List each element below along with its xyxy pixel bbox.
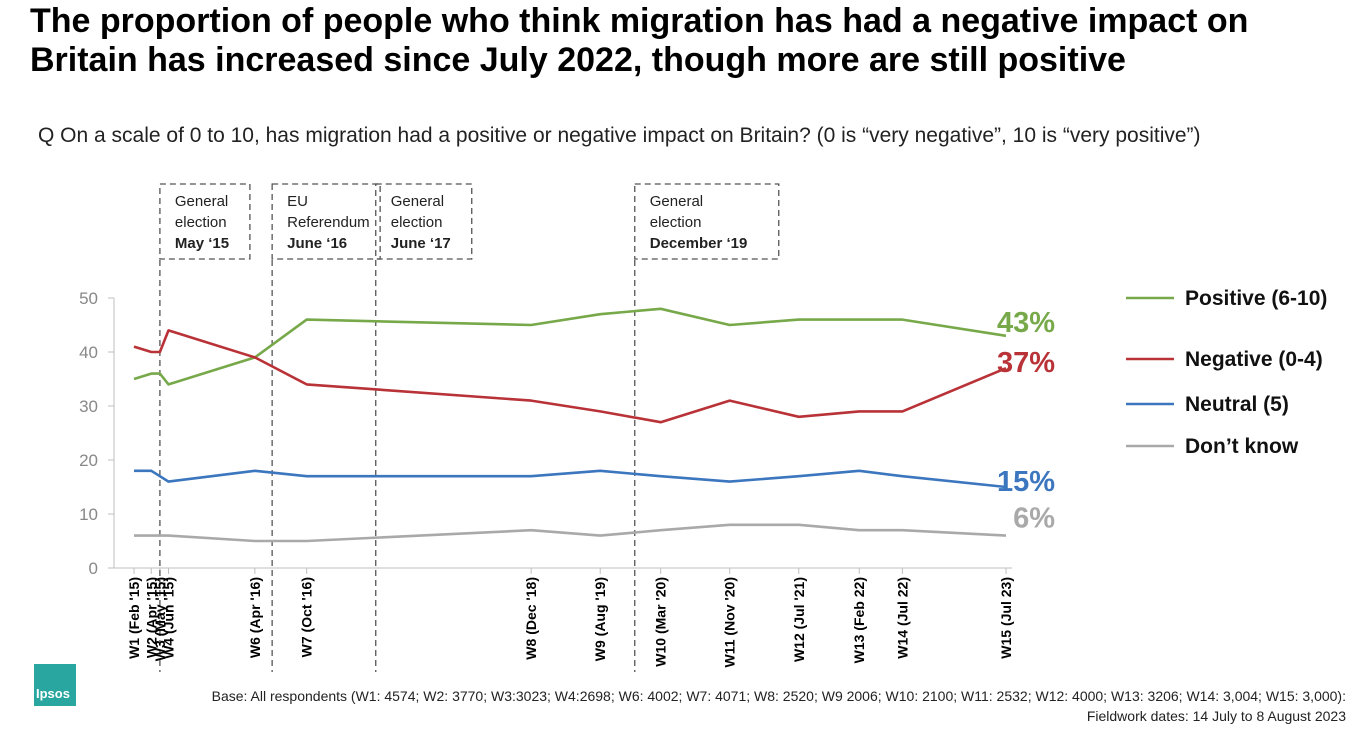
x-tick-label: W13 (Feb 22)	[851, 577, 867, 663]
event-box	[271, 183, 381, 260]
x-tick-label: W9 (Aug '19)	[592, 577, 608, 661]
series-lines: 43% 37% 15% 6%	[133, 307, 1055, 543]
axes: 0 10 20 30 40 50	[79, 289, 1012, 578]
survey-question: Q On a scale of 0 to 10, has migration h…	[38, 124, 1201, 147]
event-box	[375, 183, 473, 260]
x-tick-label: W6 (Apr '16)	[247, 577, 263, 658]
end-value-label: 43%	[997, 307, 1055, 339]
y-tick-label: 30	[79, 397, 98, 416]
ipsos-logo: Ipsos	[34, 664, 76, 706]
series-line	[134, 469, 1007, 489]
event-box	[159, 183, 251, 260]
event-label: May ‘15	[175, 235, 229, 252]
event-label: General	[175, 193, 228, 210]
event-label: General	[391, 193, 444, 210]
y-tick-label: 10	[79, 505, 98, 524]
x-tick-labels: W1 (Feb '15) W2 (Apr '15)W3 (May '15)W4 (…	[126, 577, 1014, 667]
base-text: Base: All respondents (W1: 4574; W2: 377…	[211, 688, 1346, 704]
event-label: EU	[287, 193, 308, 210]
event-label: June ‘16	[287, 235, 347, 252]
x-tick-label: W10 (Mar '20)	[653, 577, 669, 667]
end-value-label: 15%	[997, 466, 1055, 498]
event-label: election	[175, 214, 227, 231]
x-tick-label: W15 (Jul 23)	[998, 577, 1014, 659]
end-value-label: 37%	[997, 347, 1055, 379]
event-markers: General election May ‘15 EU Referendum June ‘…	[159, 183, 780, 672]
x-tick-label: W4 (Jun '15)	[161, 577, 177, 659]
series-line	[134, 523, 1007, 543]
y-tick-label: 50	[79, 289, 98, 308]
event-label: election	[391, 214, 443, 231]
event-label: election	[650, 214, 702, 231]
y-tick-label: 20	[79, 451, 98, 470]
series-line	[133, 329, 1007, 424]
x-tick-label: W11 (Nov '20)	[722, 577, 738, 667]
legend-label: Positive (6-10)	[1185, 287, 1327, 310]
event-label: Referendum	[287, 214, 370, 231]
y-tick-label: 40	[79, 343, 98, 362]
series-line	[133, 307, 1007, 386]
end-value-label: 6%	[1013, 503, 1055, 535]
event-label: December ‘19	[650, 235, 748, 252]
x-tick-label: W2 (Apr '15)	[143, 577, 159, 658]
x-tick-label: W7 (Oct '16)	[299, 577, 315, 657]
event-label: General	[650, 193, 703, 210]
x-tick-label: W8 (Dec '18)	[523, 577, 539, 660]
logo-label: Ipsos	[36, 686, 70, 701]
legend-label: Neutral (5)	[1185, 393, 1289, 416]
x-tick-label: W1 (Feb '15)	[126, 577, 142, 659]
base-note: Base: All respondents (W1: 4574; W2: 377…	[50, 686, 1346, 726]
event-label: June ‘17	[391, 235, 451, 252]
x-tick-label: W12 (Jul '21)	[791, 577, 807, 662]
legend: Positive (6-10) Negative (0-4) Neutral (5)…	[1126, 287, 1327, 458]
chart-title: The proportion of people who think migra…	[30, 2, 1249, 79]
x-tick-label: W14 (Jul 22)	[894, 577, 910, 659]
x-tick-label: W3 (May '15)	[152, 577, 168, 661]
fieldwork-text: Fieldwork dates: 14 July to 8 August 202…	[1086, 708, 1346, 724]
y-tick-label: 0	[89, 559, 98, 578]
event-box	[634, 183, 780, 260]
legend-label: Negative (0-4)	[1185, 348, 1323, 371]
legend-label: Don’t know	[1185, 435, 1299, 458]
